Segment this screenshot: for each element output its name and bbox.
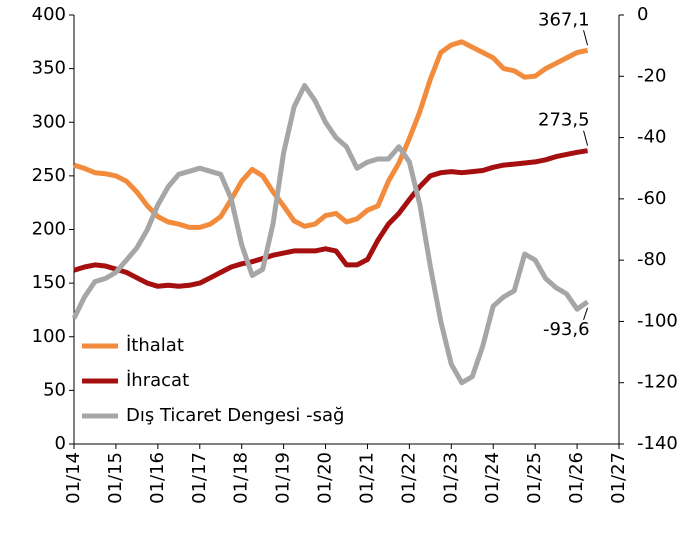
- legend-label: Dış Ticaret Dengesi -sağ: [126, 405, 344, 426]
- y2-tick-label: -40: [637, 127, 666, 148]
- annotation-leader: [583, 30, 589, 46]
- y-tick-label: 50: [43, 379, 66, 400]
- x-tick-label: 01/19: [273, 452, 294, 504]
- y2-tick-label: 0: [637, 4, 648, 25]
- y-tick-label: 350: [32, 58, 66, 79]
- x-tick-label: 01/22: [398, 452, 419, 504]
- y2-tick-label: -80: [637, 249, 666, 270]
- y-tick-label: 300: [32, 111, 66, 132]
- legend-label: İhracat: [126, 370, 189, 391]
- x-tick-label: 01/18: [231, 452, 252, 504]
- y-tick-label: 200: [32, 219, 66, 240]
- x-tick-label: 01/24: [482, 452, 503, 504]
- x-tick-label: 01/23: [440, 452, 461, 504]
- series-line: [73, 39, 589, 230]
- x-tick-label: 01/15: [105, 452, 126, 504]
- series-line: [71, 83, 590, 386]
- x-tick-label: 01/14: [63, 452, 84, 504]
- y2-tick-label: -100: [637, 310, 678, 331]
- x-tick-label: 01/26: [566, 452, 587, 504]
- y-tick-label: 400: [32, 4, 66, 25]
- annotation: -93,6: [543, 319, 590, 340]
- annotation-leader: [583, 307, 589, 320]
- x-tick-label: 01/27: [608, 452, 629, 504]
- annotation-leader: [583, 130, 589, 146]
- y-tick-label: 150: [32, 272, 66, 293]
- annotation: 367,1: [538, 9, 590, 30]
- x-tick-label: 01/21: [356, 452, 377, 504]
- annotation: 273,5: [538, 110, 590, 131]
- x-tick-label: 01/20: [315, 452, 336, 504]
- y2-tick-label: -120: [637, 372, 678, 393]
- y2-tick-label: -60: [637, 188, 666, 209]
- y2-tick-label: -20: [637, 65, 666, 86]
- x-tick-label: 01/17: [189, 452, 210, 504]
- x-tick-label: 01/25: [524, 452, 545, 504]
- y-tick-label: 0: [55, 433, 66, 454]
- legend-label: İthalat: [126, 335, 184, 356]
- y2-tick-label: -140: [637, 433, 678, 454]
- x-tick-label: 01/16: [147, 452, 168, 504]
- y-tick-label: 100: [32, 326, 66, 347]
- series-line: [73, 148, 588, 289]
- y-tick-label: 250: [32, 165, 66, 186]
